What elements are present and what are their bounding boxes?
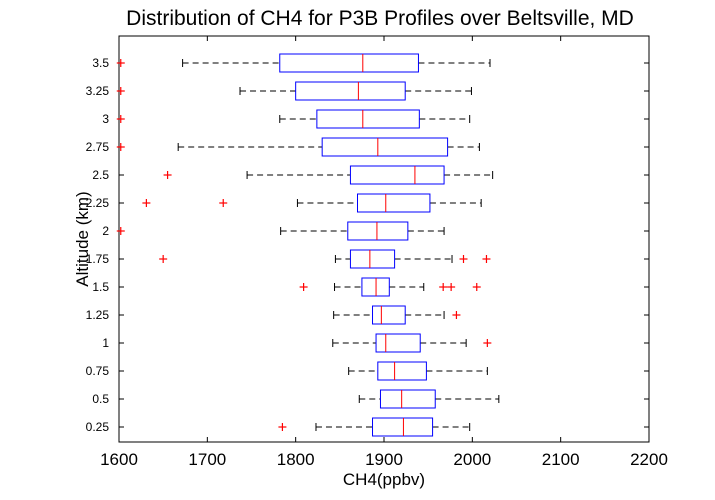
x-axis-label: CH4(ppbv) — [343, 470, 425, 489]
outlier-point — [459, 255, 468, 263]
y-tick-label: 3.25 — [86, 84, 110, 98]
outlier-point — [116, 115, 125, 123]
y-tick-label: 0.5 — [92, 392, 109, 406]
iqr-box — [295, 81, 406, 101]
outlier-point — [452, 311, 461, 319]
iqr-box — [375, 333, 421, 353]
outlier-point — [163, 171, 172, 179]
y-tick-label: 1.25 — [86, 308, 110, 322]
iqr-box — [372, 305, 406, 325]
outlier-point — [219, 199, 228, 207]
x-tick-label: 1900 — [365, 450, 403, 469]
x-tick-label: 2200 — [630, 450, 668, 469]
y-tick-label: 0.25 — [86, 420, 110, 434]
outlier-point — [483, 339, 492, 347]
y-tick-label: 3.5 — [92, 56, 109, 70]
iqr-box — [347, 221, 409, 241]
outlier-point — [278, 423, 287, 431]
y-tick-label: 2.75 — [86, 140, 110, 154]
x-tick-label: 2000 — [453, 450, 491, 469]
plot-layer: 1600 1700 1800 1900 2000 2100 2200 0.25 0.5 0.75 1… — [86, 36, 668, 469]
chart-title: Distribution of CH4 for P3B Profiles ove… — [126, 7, 634, 30]
y-tick-label: 3 — [102, 112, 109, 126]
iqr-box — [349, 165, 445, 185]
outlier-point — [447, 283, 456, 291]
iqr-box — [316, 109, 420, 129]
outlier-point — [159, 255, 168, 263]
plot-area — [118, 35, 650, 443]
iqr-box — [321, 137, 449, 157]
iqr-box — [279, 53, 419, 73]
outlier-point — [472, 283, 481, 291]
y-axis-label: Altitude (km) — [73, 191, 92, 286]
outlier-point — [482, 255, 491, 263]
x-tick-label: 2100 — [542, 450, 580, 469]
y-tick-label: 1 — [102, 336, 109, 350]
y-tick-label: 2.5 — [92, 168, 109, 182]
iqr-box — [349, 249, 396, 269]
y-tick-label: 2 — [102, 224, 109, 238]
iqr-box — [377, 361, 427, 381]
x-tick-label: 1700 — [188, 450, 226, 469]
iqr-box — [379, 389, 436, 409]
x-tick-label: 1800 — [277, 450, 315, 469]
x-tick-label: 1600 — [100, 450, 138, 469]
outlier-point — [116, 59, 125, 67]
y-tick-label: 0.75 — [86, 364, 110, 378]
outlier-point — [439, 283, 448, 291]
iqr-box — [372, 417, 434, 437]
iqr-box — [357, 193, 431, 213]
outlier-point — [116, 87, 125, 95]
outlier-point — [116, 143, 125, 151]
y-tick-label: 2.25 — [86, 196, 110, 210]
outlier-point — [299, 283, 308, 291]
outlier-point — [142, 199, 151, 207]
y-tick-label: 1.5 — [92, 280, 109, 294]
y-tick-label: 1.75 — [86, 252, 110, 266]
outlier-point — [116, 227, 125, 235]
